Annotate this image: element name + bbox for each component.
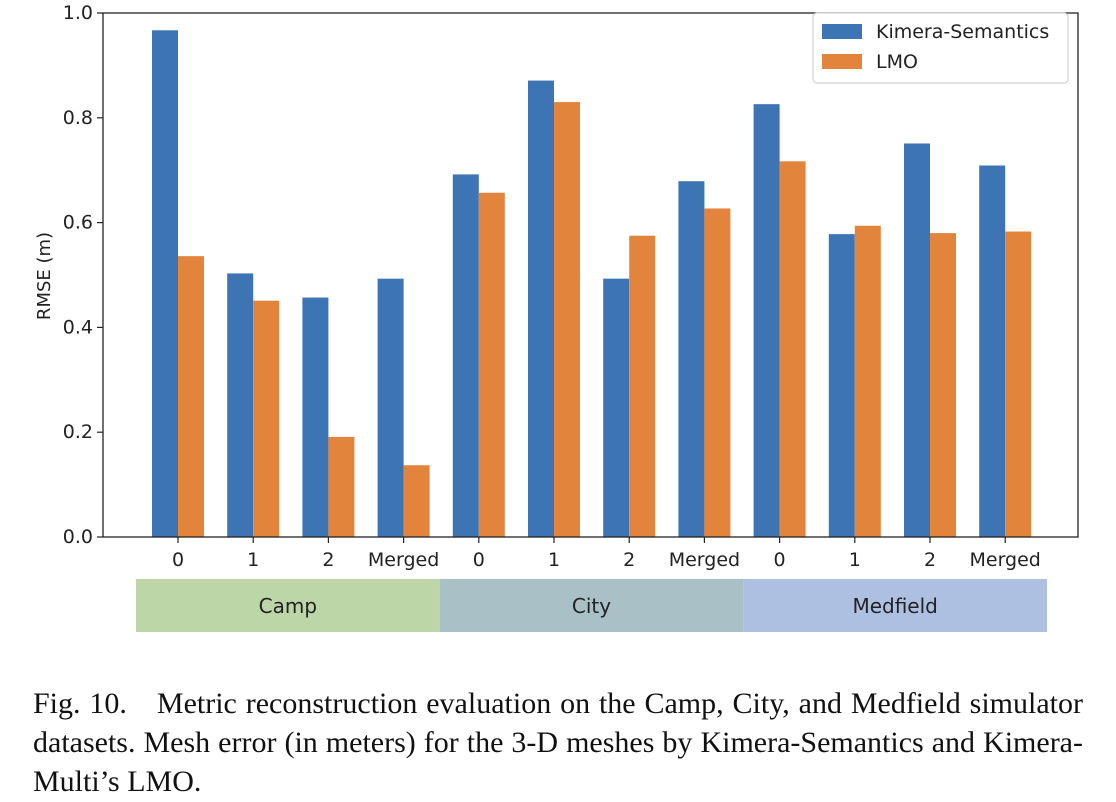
bar-kimera-semantics (603, 278, 630, 537)
bar-lmo (478, 192, 505, 537)
bar-lmo (854, 225, 881, 537)
legend: Kimera-Semantics LMO (812, 12, 1069, 84)
dataset-group-bands: Camp City Medfield (136, 579, 1047, 632)
bar-lmo (253, 300, 280, 537)
caption-text: Metric reconstruction evaluation on the … (33, 687, 1083, 798)
group-label: Medfield (852, 594, 937, 618)
bar-lmo (629, 235, 656, 537)
bar-kimera-semantics (528, 80, 554, 537)
group-band-city (439, 579, 744, 632)
bar-kimera-semantics (904, 143, 930, 537)
y-tick-label: 1.0 (63, 2, 93, 24)
legend-label: LMO (876, 51, 918, 73)
bar-kimera-semantics (678, 181, 705, 538)
legend-label: Kimera-Semantics (876, 21, 1049, 43)
x-tick-label: Merged (669, 549, 740, 571)
bar-lmo (704, 208, 731, 537)
bar-kimera-semantics (227, 273, 254, 537)
figure-caption: Fig. 10. Metric reconstruction evaluation… (33, 684, 1083, 801)
y-tick-label: 0.2 (63, 421, 93, 443)
x-tick-label: 1 (849, 549, 861, 571)
y-tick-label: 0.6 (63, 212, 93, 234)
group-label: City (572, 594, 611, 618)
bar-lmo (554, 102, 580, 537)
legend-box (812, 12, 1069, 84)
bars-layer (152, 30, 1032, 538)
figure-label: Fig. 10. (33, 687, 127, 720)
x-tick-label: 0 (473, 549, 485, 571)
x-tick-label: 2 (924, 549, 936, 571)
x-tick-label: 1 (548, 549, 560, 571)
bar-kimera-semantics (753, 104, 780, 538)
group-band-medfield (743, 579, 1047, 632)
bar-lmo (328, 436, 355, 537)
legend-swatch (822, 54, 862, 69)
group-band-camp (136, 579, 440, 632)
x-tick-label: Merged (368, 549, 439, 571)
axes-layer: 0.0 0.2 0.4 0.6 0.8 1.0 0 1 2 Merged 0 1 2 Merged 0 1 2 M… (63, 2, 1079, 571)
x-tick-label: 0 (774, 549, 786, 571)
y-tick-label: 0.0 (63, 526, 93, 548)
x-tick-label: 2 (322, 549, 334, 571)
y-axis-label: RMSE (m) (34, 232, 55, 320)
bar-kimera-semantics (979, 165, 1006, 537)
bar-lmo (779, 161, 806, 538)
bar-kimera-semantics (377, 278, 404, 537)
bar-kimera-semantics (828, 234, 855, 538)
x-tick-label: Merged (970, 549, 1041, 571)
bar-lmo (930, 233, 956, 537)
y-tick-label: 0.8 (63, 107, 93, 129)
bar-lmo (1005, 231, 1032, 537)
bar-kimera-semantics (152, 30, 178, 538)
y-tick-label: 0.4 (63, 316, 93, 338)
group-label: Camp (259, 594, 317, 618)
bar-lmo (403, 465, 430, 537)
plot-frame (102, 12, 1079, 538)
bar-chart: 0.0 0.2 0.4 0.6 0.8 1.0 0 1 2 Merged 0 1 2 Merged 0 1 2 M… (34, 2, 1079, 632)
bar-lmo (178, 256, 204, 537)
legend-swatch (822, 24, 862, 39)
x-tick-label: 0 (172, 549, 184, 571)
bar-kimera-semantics (452, 174, 479, 537)
x-tick-label: 2 (623, 549, 635, 571)
bar-kimera-semantics (302, 297, 329, 537)
x-tick-label: 1 (247, 549, 259, 571)
